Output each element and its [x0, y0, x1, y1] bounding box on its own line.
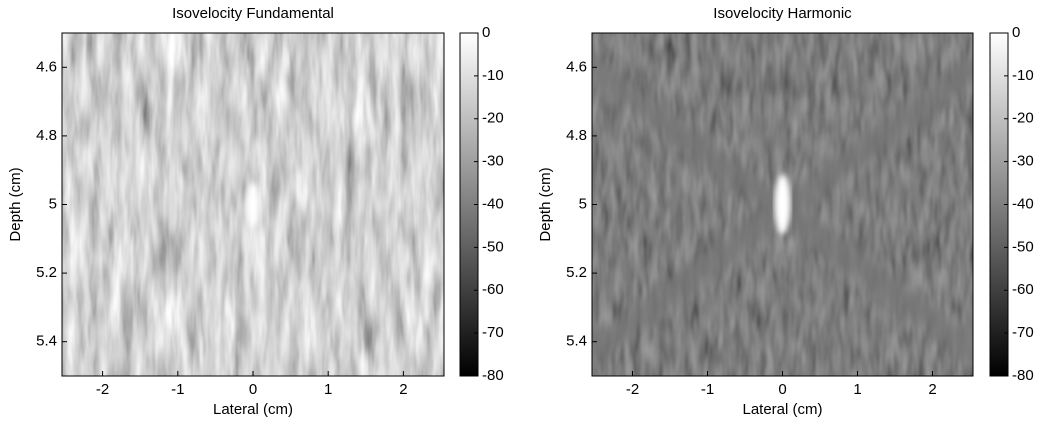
y-tick-label: 5: [579, 195, 587, 212]
y-tick-label: 5.2: [566, 264, 587, 281]
x-tick-label: 1: [853, 381, 861, 398]
image: [62, 33, 444, 376]
y-tick-label: 4.6: [566, 58, 587, 75]
y-tick-label: 4.6: [36, 58, 57, 75]
x-tick-label: 0: [778, 381, 786, 398]
colorbar-tick-label: -30: [1012, 153, 1034, 170]
x-tick-label: -1: [171, 381, 184, 398]
y-axis-label: Depth (cm): [537, 167, 554, 241]
x-tick-label: -2: [96, 381, 109, 398]
colorbar-tick-label: -60: [482, 281, 504, 298]
y-axis-label: Depth (cm): [7, 167, 24, 241]
colorbar-tick-label: -60: [1012, 281, 1034, 298]
colorbar-tick-label: -50: [482, 238, 504, 255]
x-tick-label: 2: [399, 381, 407, 398]
x-axis-label: Lateral (cm): [742, 401, 822, 418]
y-tick-label: 4.8: [36, 127, 57, 144]
y-tick-label: 5: [49, 195, 57, 212]
y-tick-label: 5.4: [36, 333, 57, 350]
colorbar-tick-label: -30: [482, 153, 504, 170]
y-tick-label: 5.4: [566, 333, 587, 350]
colorbar-tick-label: -70: [1012, 324, 1034, 341]
x-tick-label: 0: [249, 381, 257, 398]
colorbar-tick-label: 0: [1012, 24, 1020, 41]
x-axis-label: Lateral (cm): [213, 401, 293, 418]
colorbar-tick-label: -50: [1012, 238, 1034, 255]
colorbar-tick-label: -10: [1012, 67, 1034, 84]
colorbar-tick-label: -40: [1012, 195, 1034, 212]
colorbar-tick-label: -20: [482, 110, 504, 127]
bright-spot: [774, 174, 791, 235]
image: [592, 33, 973, 376]
x-tick-label: -1: [701, 381, 714, 398]
colorbar-tick-label: 0: [482, 24, 490, 41]
x-tick-label: 1: [324, 381, 332, 398]
y-tick-label: 5.2: [36, 264, 57, 281]
colorbar-tick-label: -40: [482, 195, 504, 212]
x-tick-label: 2: [928, 381, 936, 398]
colorbar-tick-label: -80: [1012, 367, 1034, 384]
colorbar-tick-label: -10: [482, 67, 504, 84]
colorbar-tick-label: -70: [482, 324, 504, 341]
chart-title: Isovelocity Fundamental: [172, 5, 334, 22]
bright-spot: [246, 182, 260, 227]
colorbar-tick-label: -80: [482, 367, 504, 384]
colorbar-tick-label: -20: [1012, 110, 1034, 127]
chart-title: Isovelocity Harmonic: [713, 5, 852, 22]
y-tick-label: 4.8: [566, 127, 587, 144]
x-tick-label: -2: [626, 381, 639, 398]
